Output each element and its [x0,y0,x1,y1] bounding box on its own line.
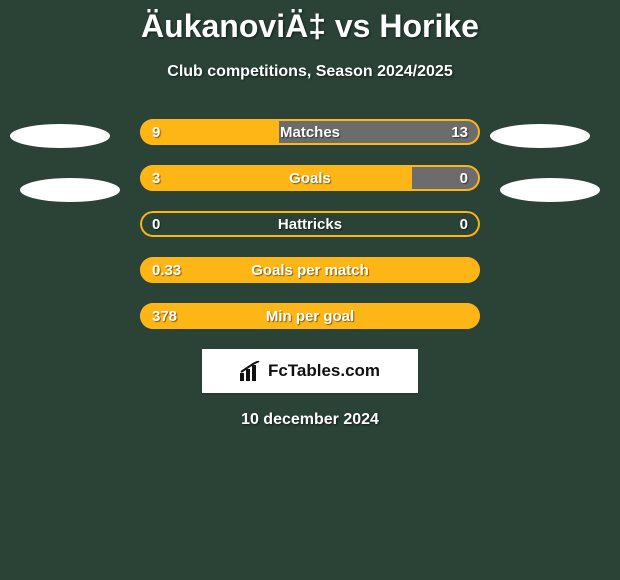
avatar-placeholder [490,124,590,148]
stat-row: 30Goals [140,165,480,191]
subtitle: Club competitions, Season 2024/2025 [0,63,620,81]
source-logo: FcTables.com [202,349,418,393]
stat-row: 378Min per goal [140,303,480,329]
stat-label: Min per goal [140,303,480,329]
stat-row: 0.33Goals per match [140,257,480,283]
avatar-placeholder [20,178,120,202]
comparison-card: ÄukanoviÄ‡ vs Horike Club competitions, … [0,0,620,580]
stat-label: Goals per match [140,257,480,283]
avatar-placeholder [10,124,110,148]
stat-label: Matches [140,119,480,145]
avatar-placeholder [500,178,600,202]
bar-chart-icon [240,361,262,381]
date-caption: 10 december 2024 [0,411,620,429]
page-title: ÄukanoviÄ‡ vs Horike [0,0,620,45]
stat-row: 913Matches [140,119,480,145]
logo-text: FcTables.com [268,361,380,381]
stats-block: 913Matches 30Goals 00Hattricks 0.33Goals pe… [140,119,480,329]
stat-label: Hattricks [140,211,480,237]
stat-row: 00Hattricks [140,211,480,237]
stat-label: Goals [140,165,480,191]
